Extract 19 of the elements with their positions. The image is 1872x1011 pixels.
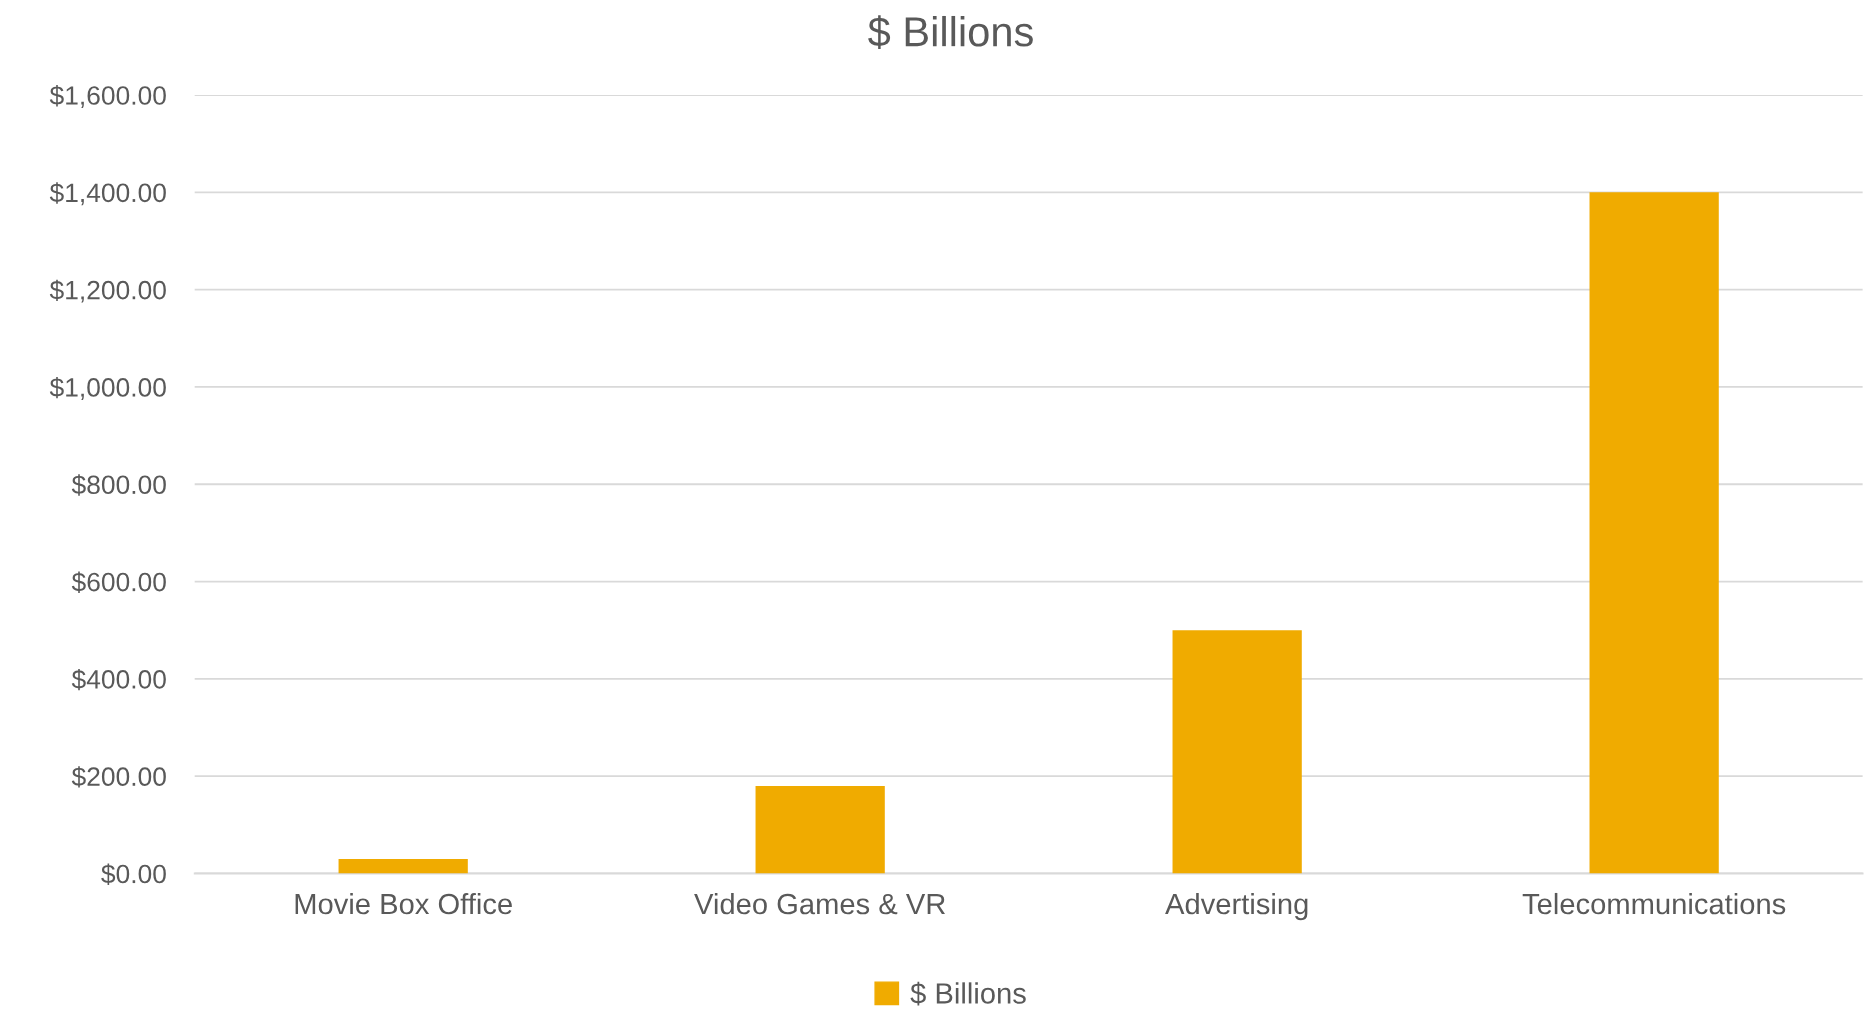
y-tick-label: $1,000.00 (49, 376, 166, 400)
y-tick-label: $1,200.00 (49, 279, 166, 303)
x-tick-label: Movie Box Office (295, 892, 512, 915)
x-tick-label: Video Games & VR (694, 892, 946, 915)
bar (1589, 192, 1719, 874)
chart-title: $ Billions (868, 15, 1033, 50)
y-tick-label: $1,600.00 (49, 85, 166, 108)
y-tick-label: $1,400.00 (49, 182, 166, 206)
bar (338, 858, 468, 874)
y-tick-label: $400.00 (71, 668, 166, 691)
y-tick-label: $800.00 (71, 474, 166, 496)
bar (1172, 630, 1302, 874)
bar (755, 785, 885, 874)
y-tick-label: $0.00 (101, 863, 166, 885)
legend-label: $ Billions (910, 981, 1026, 1006)
x-tick-label: Advertising (1165, 892, 1308, 921)
x-tick-label: Telecommunications (1522, 892, 1786, 915)
y-tick-label: $200.00 (71, 766, 166, 788)
y-tick-label: $600.00 (71, 571, 166, 593)
